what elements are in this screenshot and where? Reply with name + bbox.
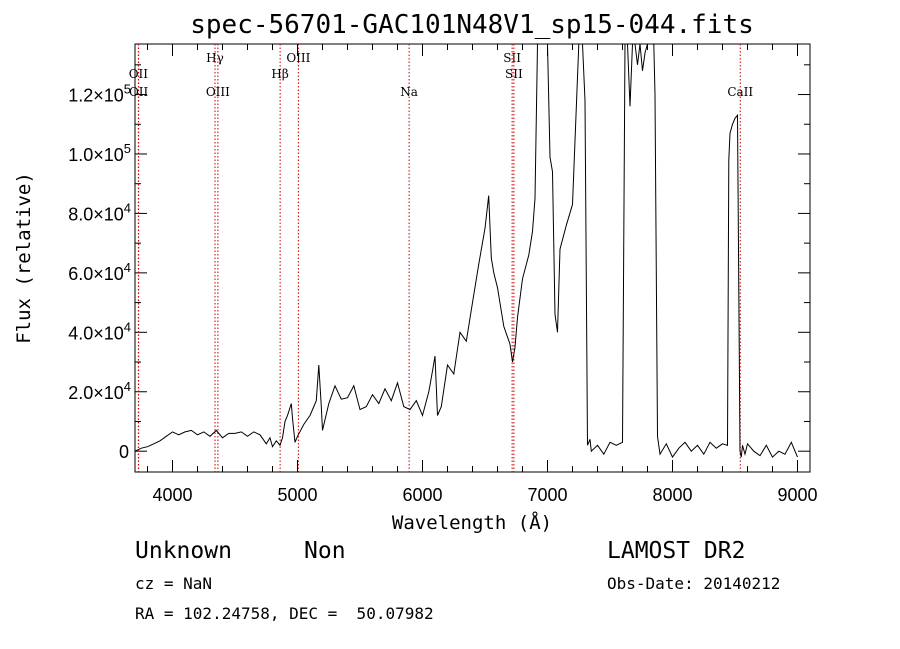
emission-line-label: OII — [129, 67, 149, 81]
emission-line-label: SII — [503, 51, 521, 65]
emission-line-label: Hβ — [271, 67, 288, 81]
survey-label: LAMOST DR2 — [607, 538, 746, 564]
x-tick-label: 9000 — [777, 485, 817, 505]
emission-line-label: SII — [505, 67, 523, 81]
x-tick-label: 6000 — [402, 485, 442, 505]
coordinates-text: RA = 102.24758, DEC = 50.07982 — [135, 604, 434, 623]
y-tick-label: 2.0×104 — [68, 379, 131, 403]
y-tick-label: 6.0×104 — [68, 260, 131, 284]
emission-line-label: CaII — [727, 85, 753, 99]
x-axis-label: Wavelength (Å) — [392, 511, 552, 534]
emission-line-label: Na — [400, 85, 418, 99]
plot-frame — [134, 43, 811, 473]
emission-line-label: OII — [129, 85, 149, 99]
emission-line-label: OIII — [206, 85, 230, 99]
y-tick-label: 1.2×105 — [68, 82, 131, 106]
object-subclass: Non — [304, 538, 346, 564]
y-axis: 0 2.0×104 4.0×104 6.0×104 8.0×104 1.0×105 1.2×… — [68, 64, 810, 462]
y-axis-label: Flux (relative) — [13, 172, 35, 344]
emission-line-label: Hγ — [206, 51, 224, 65]
emission-line-markers: OII OII Hγ OIII Hβ OIII Na SII SII CaII — [129, 44, 753, 472]
x-tick-label: 8000 — [652, 485, 692, 505]
x-tick-label: 4000 — [152, 485, 192, 505]
y-tick-label: 0 — [119, 442, 129, 462]
x-tick-label: 7000 — [527, 485, 567, 505]
y-tick-label: 8.0×104 — [68, 200, 131, 224]
y-tick-label: 4.0×104 — [68, 319, 131, 343]
obs-date-text: Obs-Date: 20140212 — [607, 574, 781, 593]
spectrum-series-line — [134, 43, 798, 459]
emission-line-label: OIII — [286, 51, 310, 65]
x-tick-label: 5000 — [277, 485, 317, 505]
chart-title: spec-56701-GAC101N48V1_sp15-044.fits — [190, 10, 754, 40]
redshift-text: cz = NaN — [135, 574, 213, 593]
x-axis: 4000 5000 6000 7000 8000 9000 — [147, 44, 818, 505]
object-class: Unknown — [135, 538, 232, 564]
y-tick-label: 1.0×105 — [68, 141, 131, 165]
